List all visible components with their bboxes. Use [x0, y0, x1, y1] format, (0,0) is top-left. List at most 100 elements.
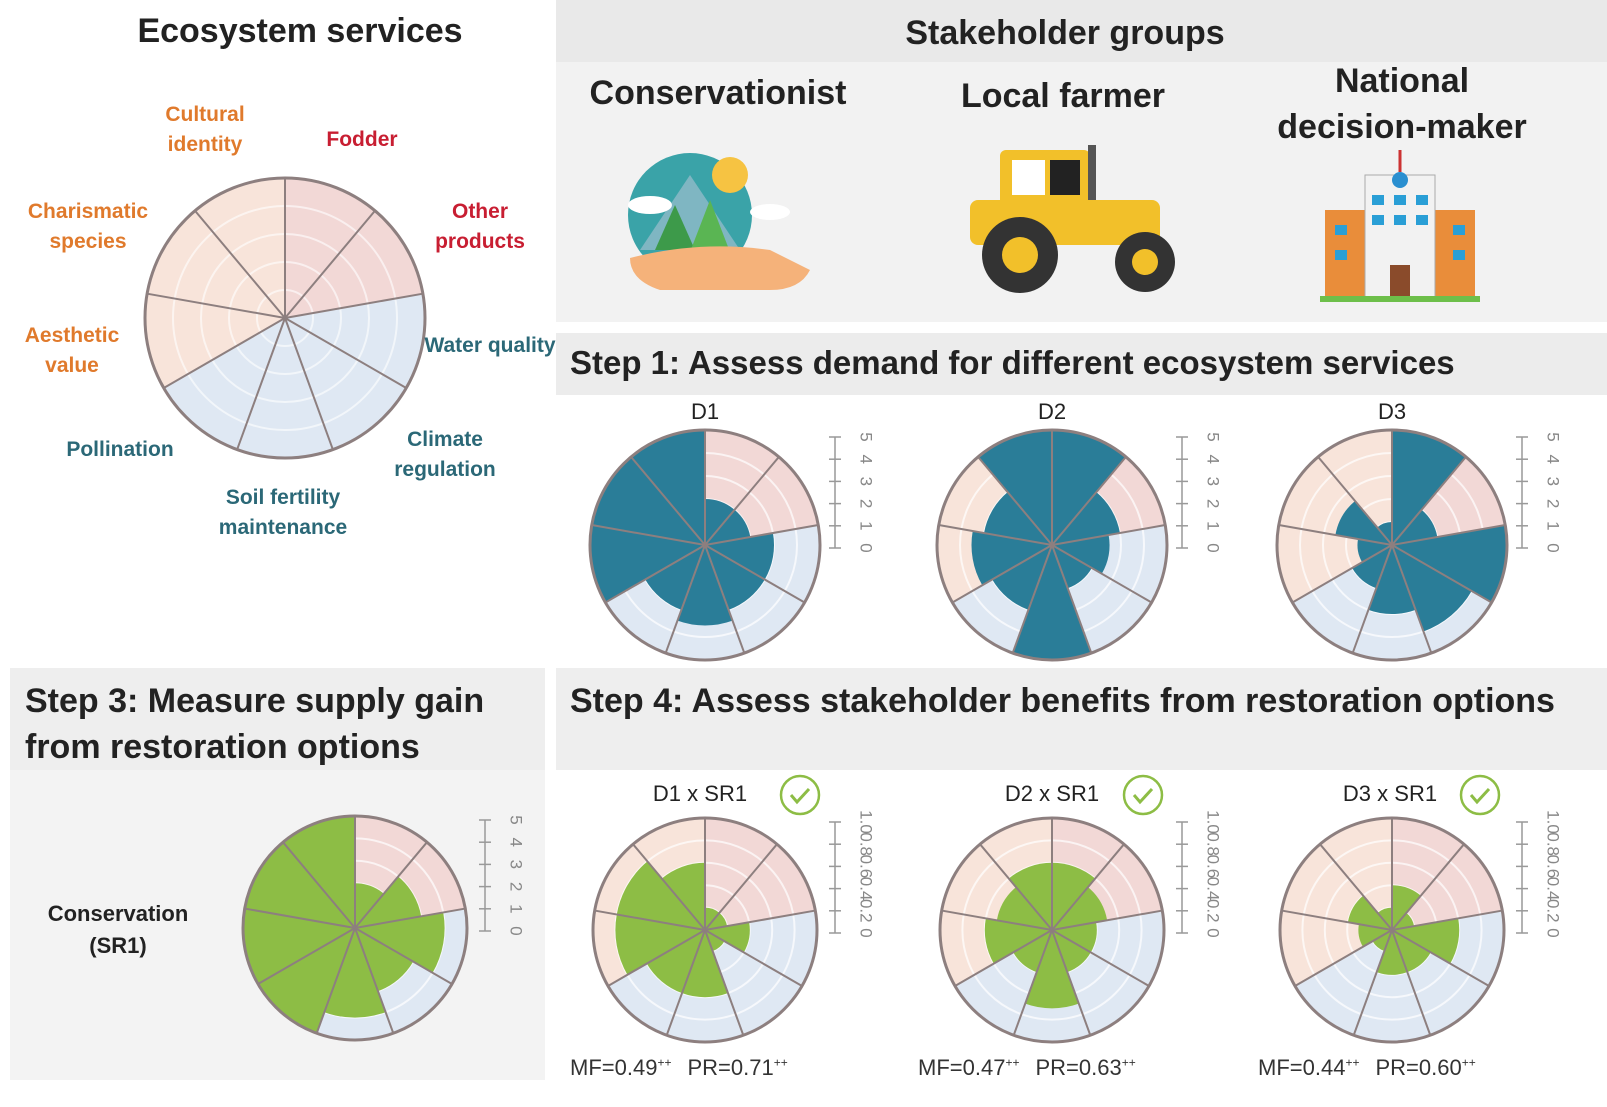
category-label: Climate regulation [394, 428, 496, 481]
y-tick-label: 0 [1544, 928, 1563, 937]
sector-divider [664, 544, 706, 654]
bar-sector [324, 928, 386, 1018]
sector-divider [284, 210, 376, 319]
sector-divider [704, 929, 803, 987]
bar-sector [1052, 535, 1110, 574]
bar-sector [1025, 930, 1079, 1009]
bar-sector [1052, 429, 1126, 545]
bar-sector [1052, 922, 1097, 953]
check-icon [1132, 787, 1154, 805]
check-icon [779, 774, 821, 816]
stakeholder-name: Conservationist [589, 74, 847, 112]
polar-chart: 0 0.20.40.60.81.0 D2 x SR1 [938, 774, 1223, 1044]
y-tick-label: 0 [857, 543, 876, 552]
y-tick-label: 5 [857, 432, 876, 441]
sector-background [705, 844, 816, 930]
bar-sector [615, 914, 705, 975]
conservationist-icon [628, 153, 810, 290]
sector-divider [1352, 929, 1393, 1036]
bar-sector [1372, 930, 1392, 952]
sector-divider [1278, 524, 1393, 546]
significance: ++ [1005, 1055, 1020, 1070]
sector-divider [146, 292, 286, 319]
bar-sector [1392, 545, 1472, 632]
step1-title: Step 1: Assess demand for different ecos… [570, 344, 1455, 381]
y-tick-label: 1 [507, 904, 526, 913]
category-label: Pollination [66, 438, 174, 461]
sector-divider [594, 909, 706, 931]
metric: PR=0.71 [687, 1055, 774, 1080]
sector-divider [591, 524, 706, 546]
bar-sector [992, 545, 1052, 610]
sector-divider [1051, 456, 1127, 546]
bar-sector [677, 545, 733, 626]
bar-sector [1392, 885, 1421, 930]
y-tick-label: 1.0 [857, 810, 876, 834]
sector-divider [704, 909, 816, 931]
y-tick-label: 0 [1204, 928, 1223, 937]
bar-sector [1392, 525, 1507, 603]
y-tick-label: 5 [1204, 432, 1223, 441]
bar-sector [258, 928, 355, 1034]
chart-title: D3 x SR1 [1343, 781, 1437, 806]
bar-sector [705, 545, 765, 610]
y-tick-label: 0 [507, 926, 526, 935]
sector-background [145, 293, 285, 388]
sector-divider [1281, 909, 1393, 931]
y-tick-label: 1.0 [1544, 810, 1563, 834]
chart-title: D1 x SR1 [653, 781, 747, 806]
check-icon [789, 787, 811, 805]
outer-ring [1275, 428, 1509, 662]
sector-divider [1317, 456, 1393, 546]
significance: ++ [657, 1055, 672, 1070]
sector-divider [704, 544, 806, 604]
sector-divider [665, 929, 706, 1036]
sector-divider [1294, 929, 1393, 987]
bar-sector [631, 429, 705, 545]
y-tick-label: 0 [1544, 543, 1563, 552]
sector-background [285, 210, 423, 318]
y-tick-label: 4 [507, 837, 526, 846]
y-tick-label: 5 [507, 815, 526, 824]
sector-divider [354, 907, 466, 929]
category-label: Water quality [424, 334, 556, 357]
bar-sector [591, 456, 705, 545]
metric: MF=0.47 [918, 1055, 1006, 1080]
bar-sector [355, 876, 422, 928]
y-tick-label: 0.2 [1544, 899, 1563, 923]
sector-divider [704, 524, 819, 546]
sector-background [1392, 844, 1503, 930]
y-tick-label: 2 [507, 882, 526, 891]
sector-divider [1051, 544, 1093, 654]
bar-sector [661, 862, 705, 930]
bar-sector [646, 930, 705, 994]
category-label: Soil fertility maintenance [218, 486, 348, 539]
step3-band [10, 668, 545, 770]
bar-sector [1347, 895, 1392, 930]
building-icon [1320, 150, 1480, 302]
sector-divider [607, 929, 706, 987]
significance: ++ [773, 1055, 788, 1070]
y-tick-label: 2 [1204, 499, 1223, 508]
sector-divider [1051, 909, 1163, 931]
y-tick-label: 3 [1204, 477, 1223, 486]
sector-divider [1291, 544, 1393, 604]
polar-chart: 0 0.20.40.60.81.0 D1 x SR1 [591, 774, 876, 1044]
sector-divider [1391, 544, 1493, 604]
sector-divider [284, 292, 424, 319]
y-tick-label: 3 [507, 860, 526, 869]
y-tick-label: 0.8 [1204, 832, 1223, 856]
category-label: Aesthetic value [24, 324, 120, 377]
legend-chart [143, 176, 427, 460]
y-tick-label: 0.4 [857, 877, 876, 901]
y-tick-label: 0.4 [1544, 877, 1563, 901]
sector-divider [704, 929, 745, 1036]
bar-sector [1052, 930, 1091, 973]
metrics: MF=0.47++ PR=0.63++ [918, 1055, 1136, 1080]
y-tick-label: 0.8 [857, 832, 876, 856]
category-label: Fodder [326, 128, 398, 151]
step4-band [556, 668, 1607, 770]
bar-sector [996, 887, 1052, 930]
sector-background [1295, 930, 1392, 1036]
bar-sector [1392, 509, 1438, 545]
